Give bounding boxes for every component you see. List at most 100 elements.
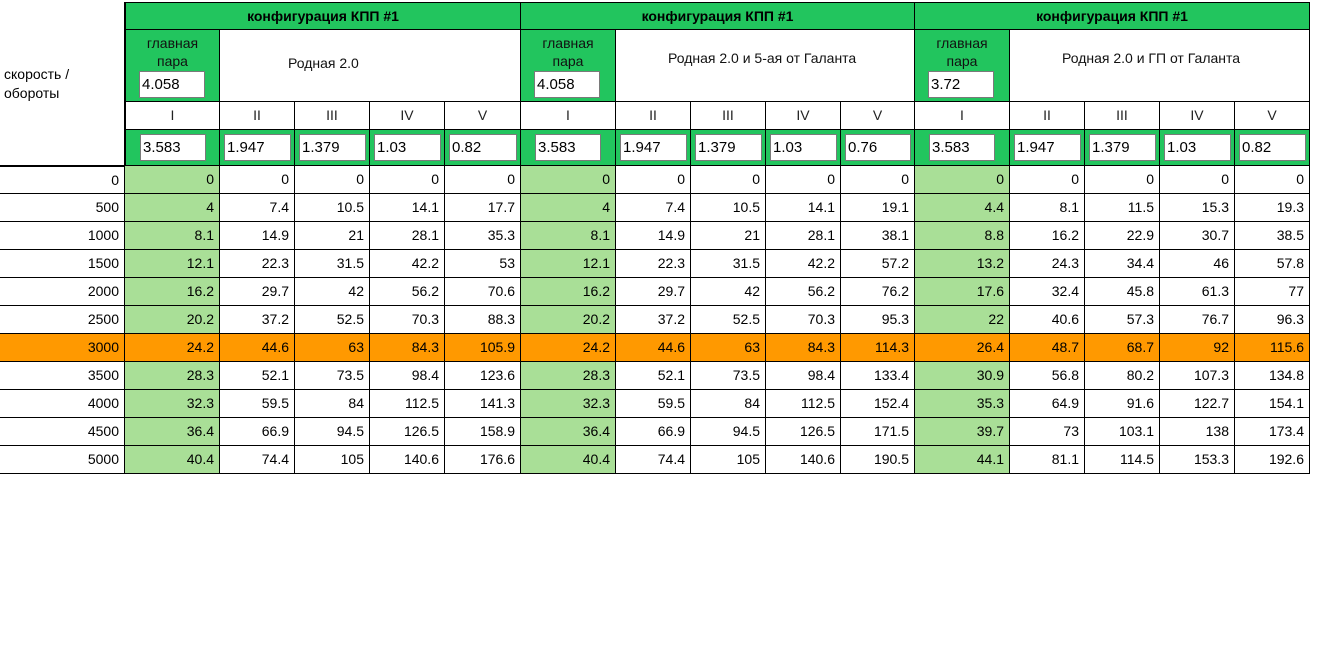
speed-cell: 133.4 bbox=[841, 362, 915, 390]
speed-cell: 103.1 bbox=[1085, 418, 1160, 446]
speed-rpm-header: скорость / обороты bbox=[0, 2, 125, 166]
rpm-cell: 4000 bbox=[0, 390, 125, 418]
speed-cell: 42.2 bbox=[766, 250, 841, 278]
speed-cell: 77 bbox=[1235, 278, 1310, 306]
speed-cell: 190.5 bbox=[841, 446, 915, 474]
speed-cell: 21 bbox=[691, 222, 766, 250]
gear-ratio-input[interactable] bbox=[770, 134, 837, 161]
speed-cell: 8.1 bbox=[1010, 194, 1085, 222]
gear-ratio-cell bbox=[295, 130, 370, 166]
speed-cell: 8.1 bbox=[125, 222, 220, 250]
gear-ratio-input[interactable] bbox=[695, 134, 762, 161]
speed-cell: 0 bbox=[220, 166, 295, 194]
gear-ratio-cell bbox=[766, 130, 841, 166]
speed-cell: 70.3 bbox=[766, 306, 841, 334]
speed-cell: 35.3 bbox=[445, 222, 521, 250]
speed-cell: 114.3 bbox=[841, 334, 915, 362]
gear-ratio-cell bbox=[616, 130, 691, 166]
speed-cell: 22.3 bbox=[220, 250, 295, 278]
gear-ratio-cell bbox=[1235, 130, 1310, 166]
speed-cell: 138 bbox=[1160, 418, 1235, 446]
gear-ratio-cell bbox=[915, 130, 1010, 166]
gear-ratio-input[interactable] bbox=[449, 134, 517, 161]
speed-cell: 0 bbox=[1085, 166, 1160, 194]
speed-cell: 28.1 bbox=[370, 222, 445, 250]
rpm-cell: 4500 bbox=[0, 418, 125, 446]
speed-cell: 40.4 bbox=[521, 446, 616, 474]
speed-cell: 141.3 bbox=[445, 390, 521, 418]
speed-cell: 32.3 bbox=[521, 390, 616, 418]
main-pair-input[interactable] bbox=[139, 71, 205, 98]
gear-label: III bbox=[295, 102, 370, 130]
speed-cell: 95.3 bbox=[841, 306, 915, 334]
speed-cell: 22 bbox=[915, 306, 1010, 334]
gear-label: V bbox=[841, 102, 915, 130]
speed-cell: 28.1 bbox=[766, 222, 841, 250]
gear-ratio-cell bbox=[1160, 130, 1235, 166]
rpm-cell: 0 bbox=[0, 166, 125, 194]
gear-ratio-input[interactable] bbox=[1014, 134, 1081, 161]
speed-cell: 0 bbox=[841, 166, 915, 194]
speed-cell: 52.1 bbox=[616, 362, 691, 390]
speed-cell: 84 bbox=[295, 390, 370, 418]
speed-cell: 112.5 bbox=[766, 390, 841, 418]
speed-cell: 96.3 bbox=[1235, 306, 1310, 334]
speed-cell: 28.3 bbox=[521, 362, 616, 390]
speed-cell: 70.3 bbox=[370, 306, 445, 334]
speed-cell: 57.3 bbox=[1085, 306, 1160, 334]
speed-cell: 63 bbox=[691, 334, 766, 362]
gear-label: I bbox=[915, 102, 1010, 130]
main-pair-cell: главная пара bbox=[915, 30, 1010, 102]
gear-ratio-input[interactable] bbox=[620, 134, 687, 161]
speed-cell: 57.8 bbox=[1235, 250, 1310, 278]
speed-cell: 192.6 bbox=[1235, 446, 1310, 474]
main-pair-label: главная пара bbox=[542, 35, 594, 69]
gear-ratio-input[interactable] bbox=[1164, 134, 1231, 161]
speed-cell: 10.5 bbox=[295, 194, 370, 222]
main-pair-input[interactable] bbox=[928, 71, 994, 98]
speed-cell: 48.7 bbox=[1010, 334, 1085, 362]
speed-cell: 112.5 bbox=[370, 390, 445, 418]
speed-cell: 68.7 bbox=[1085, 334, 1160, 362]
gear-ratio-cell bbox=[1085, 130, 1160, 166]
gear-ratio-input[interactable] bbox=[845, 134, 911, 161]
gear-label: III bbox=[691, 102, 766, 130]
speed-cell: 105.9 bbox=[445, 334, 521, 362]
gear-ratio-input[interactable] bbox=[374, 134, 441, 161]
gear-ratio-input[interactable] bbox=[535, 134, 601, 161]
config-title: конфигурация КПП #1 bbox=[915, 2, 1310, 30]
gear-label: II bbox=[220, 102, 295, 130]
main-pair-input[interactable] bbox=[534, 71, 600, 98]
gear-ratio-input[interactable] bbox=[140, 134, 206, 161]
speed-cell: 171.5 bbox=[841, 418, 915, 446]
speed-cell: 37.2 bbox=[616, 306, 691, 334]
rpm-cell: 5000 bbox=[0, 446, 125, 474]
speed-cell: 4.4 bbox=[915, 194, 1010, 222]
speed-cell: 46 bbox=[1160, 250, 1235, 278]
rpm-cell: 2500 bbox=[0, 306, 125, 334]
speed-cell: 52.5 bbox=[691, 306, 766, 334]
config-title: конфигурация КПП #1 bbox=[521, 2, 915, 30]
gear-ratio-input[interactable] bbox=[929, 134, 995, 161]
speed-cell: 38.5 bbox=[1235, 222, 1310, 250]
speed-cell: 152.4 bbox=[841, 390, 915, 418]
gear-ratio-input[interactable] bbox=[1089, 134, 1156, 161]
speed-cell: 32.3 bbox=[125, 390, 220, 418]
gear-label: V bbox=[1235, 102, 1310, 130]
speed-cell: 8.1 bbox=[521, 222, 616, 250]
speed-cell: 24.3 bbox=[1010, 250, 1085, 278]
speed-cell: 7.4 bbox=[220, 194, 295, 222]
speed-cell: 24.2 bbox=[521, 334, 616, 362]
speed-cell: 57.2 bbox=[841, 250, 915, 278]
gear-ratio-cell bbox=[1010, 130, 1085, 166]
speed-cell: 17.6 bbox=[915, 278, 1010, 306]
speed-cell: 40.6 bbox=[1010, 306, 1085, 334]
speed-cell: 105 bbox=[691, 446, 766, 474]
speed-cell: 154.1 bbox=[1235, 390, 1310, 418]
gear-ratio-input[interactable] bbox=[299, 134, 366, 161]
gear-ratio-input[interactable] bbox=[224, 134, 291, 161]
speed-cell: 0 bbox=[766, 166, 841, 194]
speed-cell: 80.2 bbox=[1085, 362, 1160, 390]
gear-ratio-input[interactable] bbox=[1239, 134, 1306, 161]
rpm-cell: 500 bbox=[0, 194, 125, 222]
